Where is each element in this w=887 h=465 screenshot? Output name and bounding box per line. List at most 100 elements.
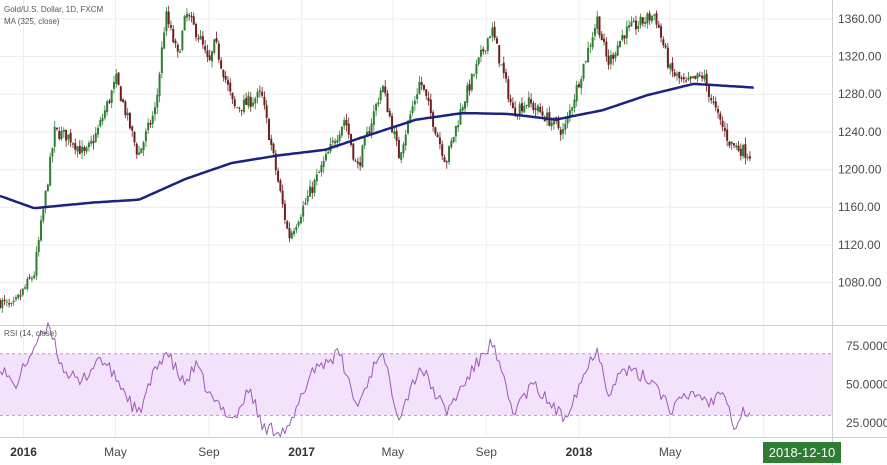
candle-body — [174, 40, 177, 44]
candle — [131, 125, 134, 137]
candle — [343, 116, 346, 130]
candle — [26, 276, 29, 292]
price-tick-label: 1240.00 — [838, 125, 882, 139]
candle — [664, 42, 667, 49]
candle — [213, 38, 216, 55]
candle-body — [320, 165, 323, 173]
candle-body — [110, 90, 113, 103]
candle — [226, 76, 229, 91]
candle — [477, 57, 480, 67]
candle — [630, 16, 633, 28]
candle — [356, 157, 359, 169]
candle-body — [46, 184, 49, 192]
candle — [21, 288, 24, 297]
candle-body — [165, 11, 168, 32]
candle — [703, 69, 706, 83]
candle — [596, 10, 599, 34]
candle-body — [3, 299, 6, 301]
candle — [158, 71, 161, 103]
candle-body — [432, 112, 435, 127]
candle-body — [233, 99, 236, 107]
candle — [441, 140, 444, 161]
candle — [502, 56, 505, 79]
candle-body — [536, 105, 539, 112]
candle-body — [158, 73, 161, 97]
candle — [539, 103, 542, 114]
candle-body — [443, 157, 446, 163]
candle — [384, 79, 387, 97]
candle-body — [297, 222, 300, 226]
candle — [735, 142, 738, 151]
date-cursor-background — [763, 442, 841, 463]
candle — [44, 190, 47, 214]
candle — [434, 126, 437, 136]
candle — [156, 88, 159, 114]
candle — [14, 294, 17, 302]
candle-body — [420, 82, 423, 86]
candle — [650, 15, 653, 24]
candle — [457, 120, 460, 132]
candle-body — [318, 172, 321, 174]
candle-body — [712, 101, 715, 103]
candle — [302, 200, 305, 222]
candle — [149, 119, 152, 128]
candle — [500, 64, 503, 66]
candle-body — [151, 115, 154, 124]
candle-body — [694, 75, 697, 79]
candle — [523, 101, 526, 114]
candle — [520, 97, 523, 115]
candle — [315, 169, 318, 186]
candle-body — [671, 62, 674, 72]
candle-body — [391, 115, 394, 133]
candle — [646, 12, 649, 29]
candle — [290, 229, 293, 240]
ma-line-layer — [0, 82, 754, 210]
candle — [249, 91, 252, 112]
candle-body — [359, 162, 362, 166]
candle — [505, 68, 508, 83]
candle — [201, 31, 204, 49]
candle — [97, 124, 100, 139]
candle-body — [491, 27, 494, 37]
candle — [507, 76, 510, 103]
candle — [619, 40, 622, 49]
candle-body — [477, 57, 480, 64]
candle — [368, 126, 371, 135]
candle — [144, 128, 147, 147]
candle — [87, 140, 90, 152]
candle-body — [505, 72, 508, 79]
candle — [466, 82, 469, 108]
candle — [438, 132, 441, 150]
candle-body — [388, 110, 391, 117]
candle — [744, 137, 747, 165]
candle — [607, 49, 610, 70]
candle-body — [448, 146, 451, 163]
time-tick-label: May — [381, 445, 404, 459]
candle — [452, 136, 455, 144]
candle-body — [571, 107, 574, 111]
candle-body — [691, 76, 694, 78]
candle — [208, 49, 211, 62]
candle — [236, 106, 239, 109]
candle-body — [452, 136, 455, 142]
candle — [204, 40, 207, 54]
candle — [746, 153, 749, 161]
candle — [1, 297, 4, 313]
candle-body — [457, 125, 460, 128]
candle — [637, 20, 640, 33]
candle-body — [83, 147, 86, 152]
candle-body — [438, 137, 441, 145]
candle-body — [35, 252, 38, 276]
candle — [245, 92, 248, 105]
time-tick-label: 2018 — [566, 445, 593, 459]
candle-body — [201, 36, 204, 45]
candle — [723, 121, 726, 138]
candle-body — [434, 127, 437, 134]
candle — [71, 142, 74, 148]
candle — [443, 154, 446, 163]
candle-body — [231, 92, 234, 100]
candle — [379, 87, 382, 104]
candle-body — [324, 153, 327, 161]
candle — [475, 59, 478, 80]
